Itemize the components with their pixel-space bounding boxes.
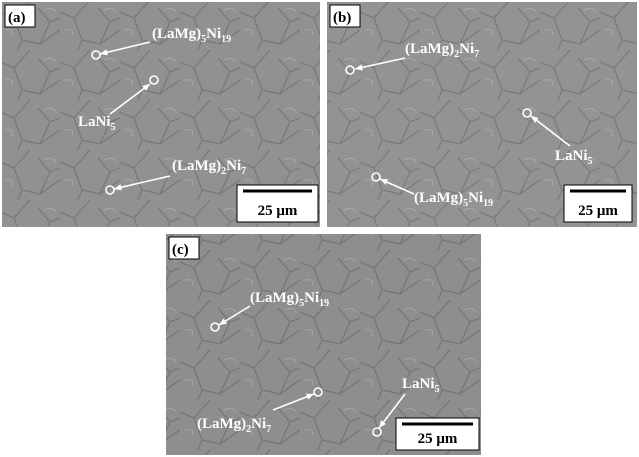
formula-part: Ni [459,41,474,57]
formula-part: (LaMg) [405,41,454,57]
panel-label: (c) [172,242,189,258]
figure: (a)(LaMg)5Ni19LaNi5(LaMg)2Ni725 μm(b)(La… [0,0,639,457]
formula-part: (LaMg) [152,26,201,42]
formula-part: LaNi [402,376,435,392]
panel-label: (b) [333,10,351,26]
formula-part: Ni [251,416,266,432]
subscript: 7 [241,166,246,177]
subscript: 19 [483,198,493,209]
subscript: 5 [588,156,593,167]
subscript: 5 [111,122,116,133]
subscript: 19 [221,34,231,45]
formula-part: Ni [468,190,483,206]
panel-label: (a) [8,10,26,26]
scale-bar-label: 25 μm [418,431,458,447]
formula-part: (LaMg) [172,158,221,174]
subscript: 5 [435,384,440,395]
formula-part: (LaMg) [197,416,246,432]
scale-bar-label: 25 μm [578,203,618,219]
formula-part: (LaMg) [250,290,299,306]
subscript: 19 [319,298,329,309]
formula-part: Ni [226,158,241,174]
subscript: 7 [474,49,479,60]
scale-bar-label: 25 μm [258,203,298,219]
formula-part: (LaMg) [414,190,463,206]
formula-part: LaNi [78,114,111,130]
subscript: 7 [266,424,271,435]
formula-part: LaNi [555,148,588,164]
formula-part: Ni [206,26,221,42]
formula-part: Ni [304,290,319,306]
